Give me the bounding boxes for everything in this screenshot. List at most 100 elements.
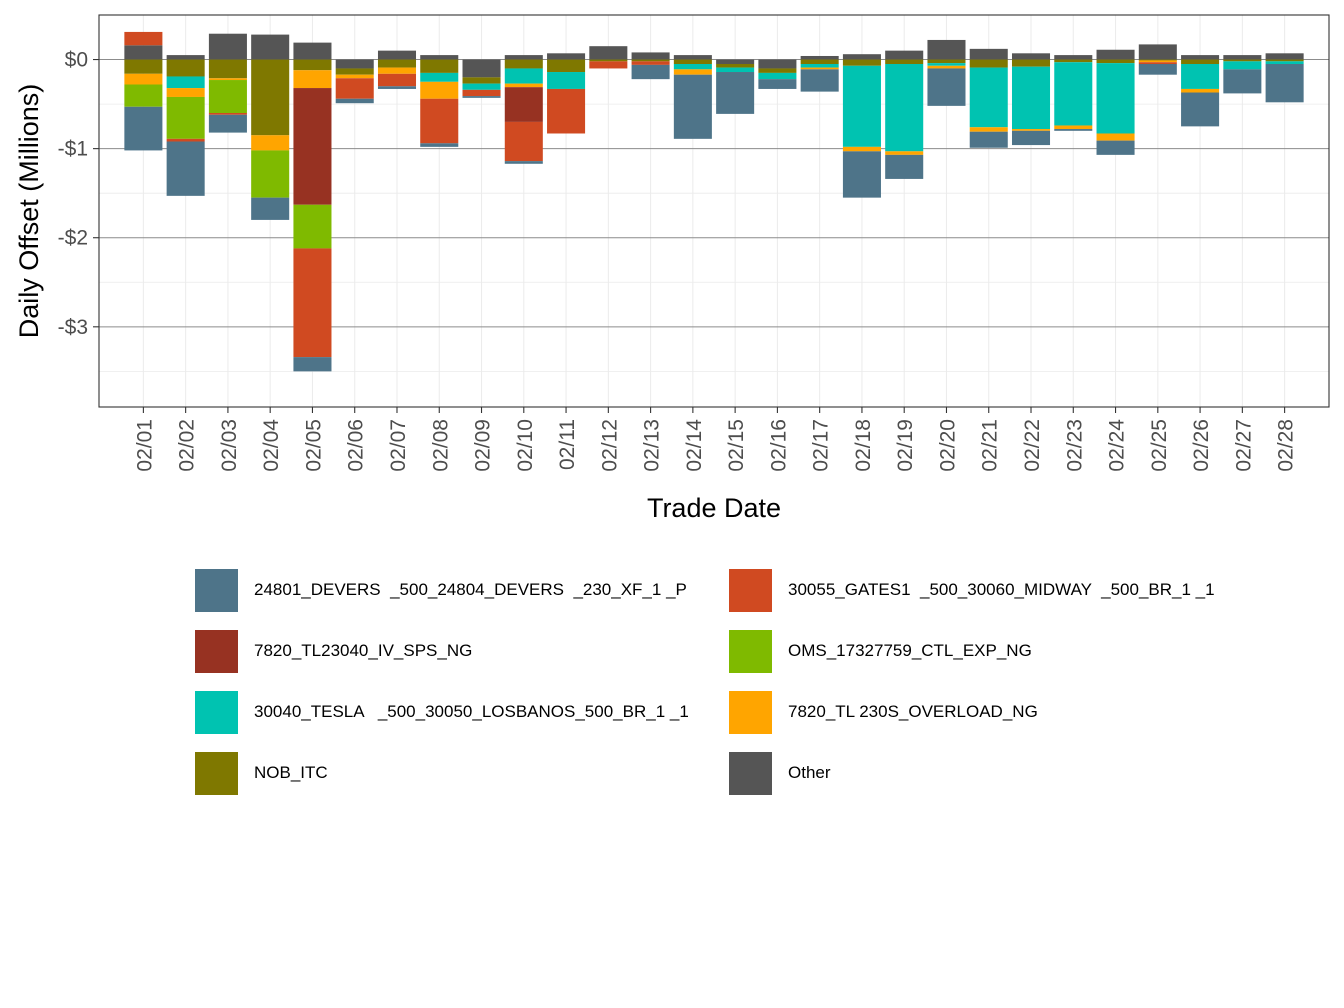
bar-segment: [885, 151, 924, 155]
y-tick-label: $0: [65, 49, 88, 72]
legend-swatch: [195, 629, 238, 673]
bar-segment: [927, 39, 966, 60]
bar-segment: [1054, 59, 1093, 63]
bar-segment: [377, 59, 417, 68]
bar-segment: [716, 59, 755, 64]
bar-segment: [1181, 92, 1220, 127]
x-tick-label: 02/11: [556, 419, 579, 470]
bar-segment: [842, 54, 881, 60]
bar-segment: [420, 143, 459, 147]
bar-segment: [504, 161, 543, 164]
legend-label: 30040_TESLA _500_30050_LOSBANOS_500_BR_1…: [254, 702, 689, 721]
bar-segment: [166, 141, 205, 196]
bar-segment: [462, 89, 501, 97]
bar-segment: [251, 59, 290, 136]
bar-segment: [335, 74, 374, 79]
bar-segment: [589, 46, 628, 60]
y-tick-label: -$3: [58, 316, 88, 339]
bar-segment: [1011, 129, 1051, 131]
legend-item: 7820_TL23040_IV_SPS_NG: [195, 629, 472, 673]
x-tick-label: 02/26: [1190, 419, 1213, 472]
legend-label: Other: [788, 763, 831, 782]
y-tick-label: -$2: [58, 227, 88, 250]
legend-swatch: [729, 690, 772, 734]
bar-segment: [547, 88, 586, 134]
bar-segment: [420, 98, 459, 144]
bar-segment: [1138, 44, 1177, 60]
bar-segment: [1054, 129, 1093, 131]
bar-segment: [504, 59, 543, 69]
bar-segment: [166, 138, 205, 142]
bar-segment: [885, 64, 924, 152]
bar-segment: [208, 33, 247, 60]
legend-item: NOB_ITC: [195, 751, 328, 795]
bar-segment: [1265, 64, 1304, 103]
legend-swatch: [195, 690, 238, 734]
bar-segment: [673, 59, 712, 64]
bar-segment: [293, 204, 332, 249]
bar-segment: [800, 69, 839, 92]
bar-segment: [293, 248, 332, 358]
bar-segment: [589, 59, 628, 62]
bar-segment: [716, 64, 755, 68]
bar-segment: [716, 67, 755, 73]
bar-segment: [293, 42, 332, 60]
x-tick-label: 02/22: [1021, 419, 1044, 472]
bar-segment: [842, 146, 881, 152]
bar-segment: [166, 96, 205, 139]
x-axis: 02/01 02/02 02/03 02/04 02/05 02/06 02/07 02/08…: [133, 407, 1298, 472]
bar-segment: [547, 53, 586, 60]
bar-segment: [673, 55, 712, 60]
legend-item: 24801_DEVERS _500_24804_DEVERS _230_XF_1…: [195, 568, 687, 612]
bar-segment: [293, 59, 332, 71]
x-tick-label: 02/24: [1106, 419, 1129, 472]
legend-item: 30055_GATES1 _500_30060_MIDWAY _500_BR_1…: [729, 568, 1215, 612]
bar-segment: [1054, 62, 1093, 126]
x-tick-label: 02/25: [1148, 419, 1171, 472]
bar-segment: [1181, 59, 1220, 64]
bar-segment: [166, 76, 205, 89]
bar-segment: [251, 150, 290, 198]
bar-segment: [1138, 62, 1177, 64]
x-tick-label: 02/13: [641, 419, 664, 472]
bar-segment: [631, 64, 670, 80]
bar-segment: [166, 88, 205, 97]
bar-segment: [1096, 49, 1135, 60]
bar-segment: [547, 72, 586, 89]
bar-segment: [1054, 55, 1093, 60]
bar-segment: [293, 357, 332, 372]
x-tick-label: 02/18: [852, 419, 875, 472]
legend-label: NOB_ITC: [254, 763, 328, 782]
bar-segment: [377, 73, 417, 87]
bar-segment: [969, 67, 1008, 128]
bar-segment: [842, 59, 881, 66]
bar-segment: [1096, 133, 1135, 141]
bar-segment: [842, 65, 881, 147]
bar-segment: [420, 55, 459, 60]
bar-segment: [1181, 64, 1220, 89]
bar-segment: [716, 72, 755, 114]
bar-segment: [251, 135, 290, 151]
bar-segment: [842, 151, 881, 198]
x-tick-label: 02/23: [1063, 419, 1086, 472]
legend-label: 7820_TL23040_IV_SPS_NG: [254, 641, 473, 660]
bar-segment: [420, 72, 459, 82]
bar-segment: [1223, 55, 1262, 60]
bar-segment: [758, 79, 797, 89]
bar-segment: [1265, 61, 1304, 64]
bar-segment: [1223, 61, 1262, 70]
bar-segment: [335, 98, 374, 104]
x-tick-label: 02/07: [387, 419, 410, 472]
bar-segment: [885, 59, 924, 64]
bar-segment: [166, 55, 205, 60]
x-tick-label: 02/08: [429, 419, 452, 472]
x-tick-label: 02/05: [302, 419, 325, 472]
x-tick-label: 02/28: [1275, 419, 1298, 472]
legend-swatch: [729, 568, 772, 612]
bar-segment: [927, 59, 966, 64]
legend-label: 30055_GATES1 _500_30060_MIDWAY _500_BR_1…: [788, 580, 1215, 599]
bar-segment: [504, 55, 543, 60]
bar-segment: [251, 197, 290, 220]
legend-swatch: [195, 751, 238, 795]
bar-segment: [208, 80, 247, 113]
